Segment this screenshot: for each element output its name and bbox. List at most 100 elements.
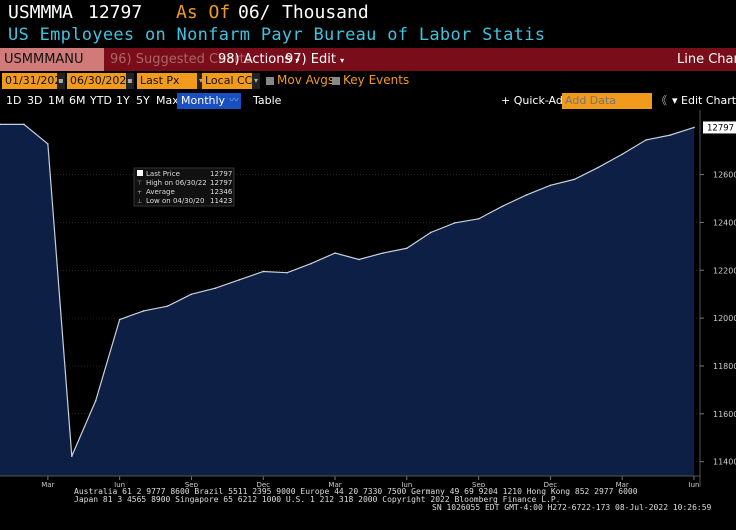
y-tick-label: 12200 <box>713 266 736 275</box>
legend-swatch <box>137 170 143 176</box>
legend-low-label: Low on 04/30/20 <box>146 197 204 205</box>
legend-last-label: Last Price <box>146 170 180 178</box>
security-field[interactable]: USMMMANU Index <box>0 48 104 90</box>
x-tick-label: Jun <box>400 481 412 487</box>
edit-menu[interactable]: 97) Edit ▾ <box>285 48 344 71</box>
y-tick-label: 12000 <box>713 314 736 323</box>
period-ytd[interactable]: YTD <box>90 94 112 107</box>
legend-last-value: 12797 <box>210 170 232 178</box>
x-tick-label: Dec <box>544 481 558 487</box>
calendar-icon[interactable]: ▪ <box>126 73 134 89</box>
currency-field[interactable]: Local CCY <box>202 73 259 89</box>
actions-label: 98) Actions <box>218 52 292 67</box>
high-marker-icon: ⊤ <box>137 180 142 187</box>
x-tick-label: Mar <box>616 481 629 487</box>
title-row: USMMMA 12797 As Of 06/ Thousand <box>0 0 736 26</box>
ticker-label: USMMMA <box>8 2 74 23</box>
data-point <box>453 222 456 224</box>
x-tick-label: Mar <box>328 481 341 487</box>
data-point <box>334 252 336 254</box>
data-point <box>525 194 528 196</box>
average-marker-icon: + <box>137 189 142 196</box>
toolbar: USMMMANU Index 96) Suggested Charts 98) … <box>0 48 736 90</box>
key-events-label[interactable]: Key Events <box>343 73 410 87</box>
y-axis: 11400 11600 11800 12000 12200 12400 12600 <box>700 171 736 467</box>
period-max[interactable]: Max <box>156 94 179 107</box>
data-point <box>382 252 384 254</box>
period-1y[interactable]: 1Y <box>116 94 130 107</box>
chart-style-icon[interactable]: 〰 <box>228 93 240 107</box>
chevron-down-icon[interactable]: ▾ <box>252 73 260 89</box>
footer-line-3: SN 1026055 EDT GMT-4:00 H272-6722-173 08… <box>432 503 712 512</box>
as-of-label: As Of <box>176 2 231 23</box>
add-data-input[interactable] <box>562 93 652 109</box>
series-line <box>0 123 695 457</box>
frequency-label: Monthly <box>181 94 226 107</box>
options-row: 01/31/2020 ▪ 06/30/2022 ▪ Last Px ▾ Loca… <box>0 72 736 90</box>
x-axis: Mar Jun Sep Dec Mar Jun Sep Dec Mar Jun <box>0 475 700 487</box>
legend-average-value: 12346 <box>210 188 233 196</box>
mov-avgs-checkbox[interactable] <box>266 77 274 85</box>
legend[interactable]: Last Price 12797 ⊤ High on 06/30/22 1279… <box>133 167 235 207</box>
price-type-field[interactable]: Last Px <box>137 73 197 89</box>
security-description: US Employees on Nonfarm Payr Bureau of L… <box>8 25 546 45</box>
legend-low-value: 11423 <box>210 197 232 205</box>
last-value-tag-box <box>703 121 736 134</box>
y-tick-label: 11400 <box>713 458 736 467</box>
edit-label: 97) Edit <box>285 52 336 67</box>
data-point <box>0 123 1 126</box>
y-tick-label: 11600 <box>713 410 736 419</box>
mov-avgs-label[interactable]: Mov Avgs <box>277 73 335 87</box>
table-button[interactable]: Table <box>253 94 282 107</box>
start-date-field[interactable]: 01/31/2020 <box>2 73 68 89</box>
data-point <box>597 166 600 169</box>
last-value: 12797 <box>88 2 143 23</box>
data-point <box>94 399 97 402</box>
x-tick-label: Sep <box>185 481 199 487</box>
quick-add-label: Quick-Add <box>513 94 570 107</box>
data-points <box>0 123 695 457</box>
last-value-tag-text: 12797 <box>707 123 734 133</box>
edit-chart-button[interactable]: ▾ Edit Chart <box>672 93 736 109</box>
period-1d[interactable]: 1D <box>6 94 22 107</box>
data-point <box>238 279 241 281</box>
legend-box <box>133 167 235 207</box>
chevron-down-icon: ▾ <box>295 56 300 65</box>
chevron-down-icon: ▾ <box>340 56 345 65</box>
suggested-charts-button[interactable]: 96) Suggested Charts <box>110 52 252 67</box>
data-point <box>693 126 695 129</box>
end-date-field[interactable]: 06/30/2022 <box>67 73 133 89</box>
data-point <box>573 178 576 181</box>
legend-high-value: 12797 <box>210 179 232 187</box>
y-tick-label: 12400 <box>713 218 736 227</box>
line-chart[interactable]: 11400 11600 11800 12000 12200 12400 12600 Mar J… <box>0 110 736 487</box>
data-point <box>477 218 480 220</box>
calendar-icon[interactable]: ▪ <box>57 73 65 89</box>
footer-line-2: Japan 81 3 4565 8900 Singapore 65 6212 1… <box>74 495 561 504</box>
chart-type-label[interactable]: Line Chart <box>677 52 736 67</box>
data-point <box>190 293 193 295</box>
period-6m[interactable]: 6M <box>69 94 86 107</box>
legend-high-label: High on 06/30/22 <box>146 179 207 187</box>
x-tick-label: Dec <box>256 481 270 487</box>
data-point <box>549 184 552 187</box>
period-5y[interactable]: 5Y <box>136 94 150 107</box>
chevron-down-icon[interactable]: ▾ <box>197 73 205 89</box>
y-tick-label: 11800 <box>713 362 736 371</box>
data-point <box>118 318 121 321</box>
period-row: 1D 3D 1M 6M YTD 1Y 5Y Max Monthly ▼ 〰 Ta… <box>0 92 736 110</box>
x-tick-label: Jun <box>688 481 700 487</box>
collapse-icon[interactable]: 《 <box>656 94 667 107</box>
low-marker-icon: ⊥ <box>137 198 142 205</box>
data-point <box>70 455 73 457</box>
data-point <box>310 262 312 265</box>
footer-line-1: Australia 61 2 9777 8600 Brazil 5511 239… <box>74 487 638 496</box>
period-3d[interactable]: 3D <box>27 94 43 107</box>
x-tick-label: Mar <box>41 481 54 487</box>
data-point <box>214 287 217 290</box>
key-events-checkbox[interactable] <box>332 77 340 85</box>
as-of-date: 06/ <box>238 2 271 23</box>
actions-menu[interactable]: 98) Actions ▾ <box>218 48 299 71</box>
area-fill <box>0 124 694 477</box>
period-1m[interactable]: 1M <box>48 94 65 107</box>
